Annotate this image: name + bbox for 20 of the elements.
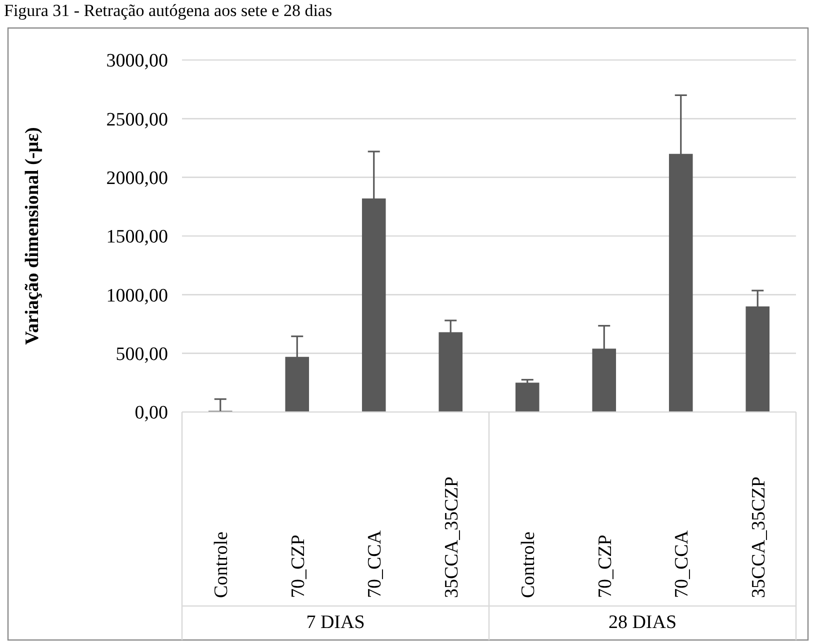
x-tick-label: 35CCA_35CZP xyxy=(748,476,770,598)
y-tick-label: 0,00 xyxy=(134,402,168,424)
x-tick-label: 70_CZP xyxy=(288,534,309,598)
text: 28 DIAS xyxy=(608,612,677,633)
x-tick-label: Controle xyxy=(518,532,540,598)
y-tick-label: 1500,00 xyxy=(106,226,168,248)
text: 7 DIAS xyxy=(306,612,365,633)
x-tick-label: 35CCA_35CZP xyxy=(441,476,462,598)
x-tick-label: 70_CCA xyxy=(364,530,386,598)
bar xyxy=(515,382,540,412)
y-tick-label: 1000,00 xyxy=(106,285,168,306)
y-tick-label: 500,00 xyxy=(116,344,168,365)
x-tick-label: Controle xyxy=(211,532,232,598)
y-tick-label: 2000,00 xyxy=(106,168,168,189)
x-tick-label: 70_CZP xyxy=(594,534,616,598)
y-tick-label: 3000,00 xyxy=(106,50,168,72)
y-tick-label: 2500,00 xyxy=(106,109,168,130)
y-axis-title: Variação dimensional (-με) xyxy=(22,127,43,345)
chart-title: Figura 31 - Retração autógena aos sete e 28 dias xyxy=(4,1,332,20)
x-tick-label: 70_CCA xyxy=(672,530,693,598)
